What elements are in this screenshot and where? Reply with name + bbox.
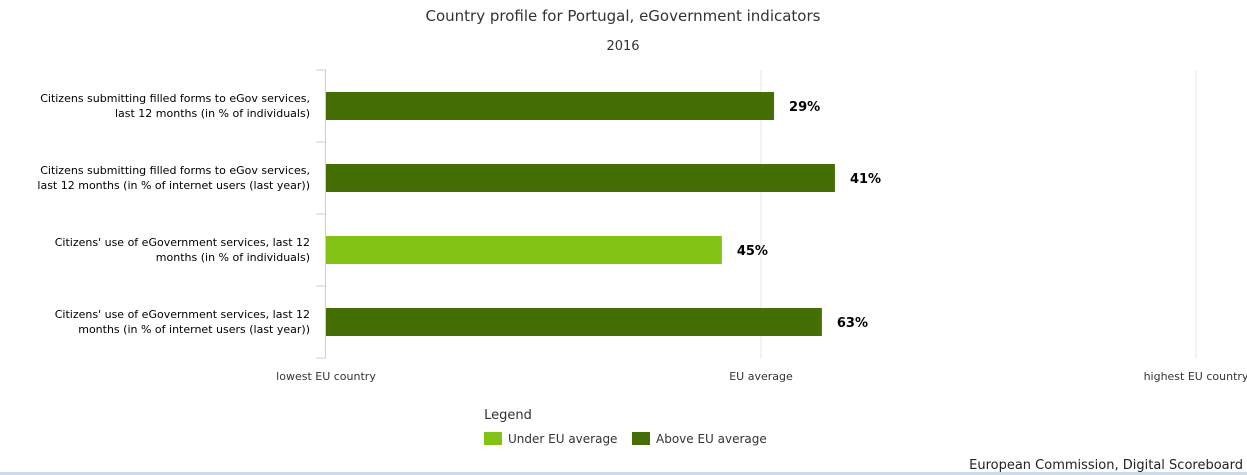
legend-title: Legend [484,408,532,423]
legend-swatch [632,432,650,445]
bars: 29% 41% 45% 63% [326,92,881,336]
category-label: Citizens' use of eGovernment services, l… [55,308,310,336]
x-axis: lowest EU country EU average highest EU co… [276,370,1247,383]
bar[interactable] [326,92,775,120]
data-label: 45% [737,244,768,259]
legend-item-label[interactable]: Above EU average [656,432,767,446]
credit-text[interactable]: European Commission, Digital Scoreboard [969,458,1243,473]
x-tick-label: lowest EU country [276,370,376,383]
legend-item-label[interactable]: Under EU average [508,432,617,446]
bar[interactable] [326,308,822,336]
chart-subtitle: 2016 [606,39,639,54]
bottom-rule [0,472,1247,475]
chart-title: Country profile for Portugal, eGovernmen… [426,7,821,25]
category-label: Citizens submitting filled forms to eGov… [37,164,310,192]
bar[interactable] [326,164,835,192]
gridlines [760,70,1197,358]
x-tick-label: highest EU country [1144,370,1247,383]
data-label: 63% [837,316,868,331]
x-tick-label: EU average [729,370,793,383]
bar[interactable] [326,236,722,264]
category-label: Citizens submitting filled forms to eGov… [40,92,310,120]
y-axis: Citizens submitting filled forms to eGov… [37,69,326,359]
category-label: Citizens' use of eGovernment services, l… [55,236,310,264]
legend: Legend Under EU average Above EU average [484,408,767,446]
data-label: 29% [789,100,820,115]
legend-swatch [484,432,502,445]
data-label: 41% [850,172,881,187]
